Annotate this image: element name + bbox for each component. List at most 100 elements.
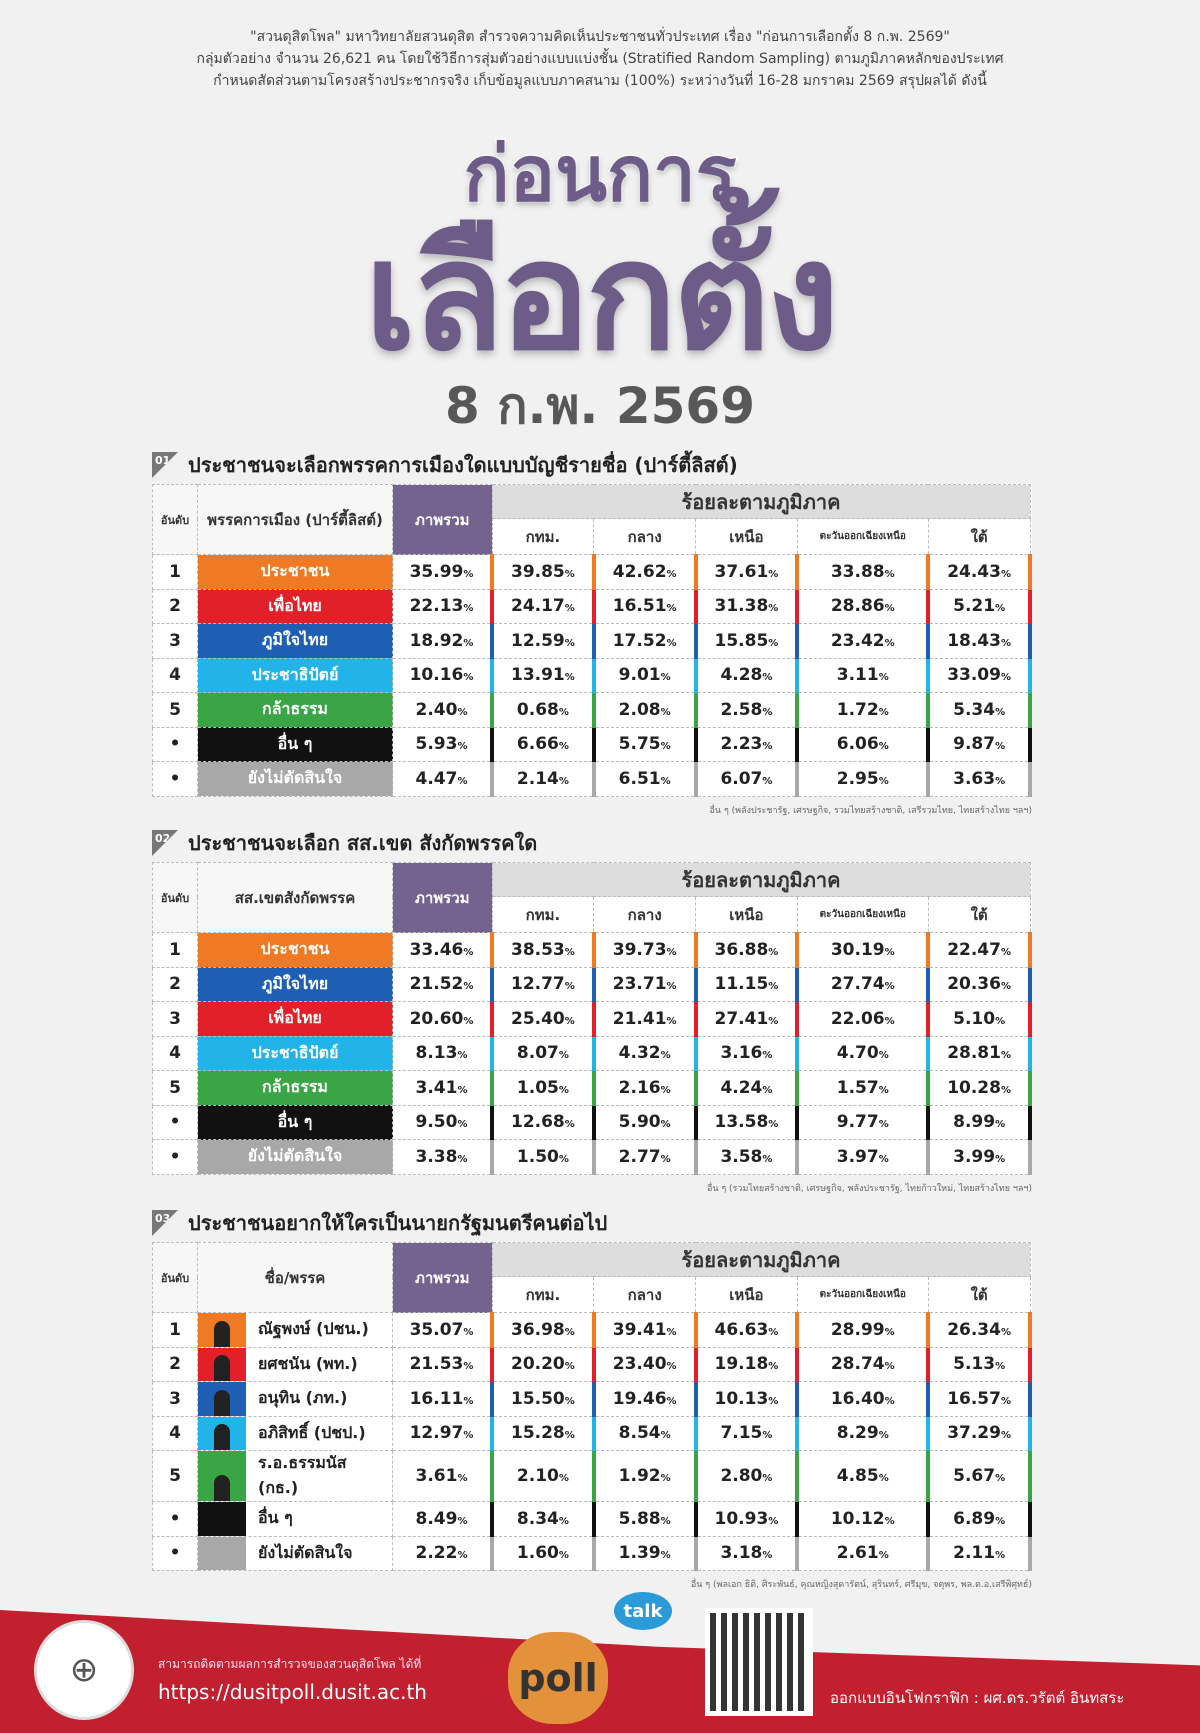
intro-line: กลุ่มตัวอย่าง จำนวน 26,621 คน โดยใช้วิธี…	[196, 51, 1004, 67]
percent-sign: %	[660, 1153, 671, 1165]
region-value: 3.99%	[927, 1139, 1032, 1175]
percent-sign: %	[995, 603, 1006, 615]
region-header: เหนือ	[695, 1276, 798, 1313]
table-row: 4 ประชาธิปัตย์ 8.13% 8.07% 4.32% 3.16% 4.70% 28…	[152, 1035, 1032, 1071]
overall-value: 20.60%	[392, 1001, 495, 1037]
party-name: ภูมิใจไทย	[197, 623, 393, 659]
region-value: 3.63%	[927, 761, 1032, 797]
region-header: กลาง	[593, 896, 697, 933]
dusitpoll-link[interactable]: https://dusitpoll.dusit.ac.th	[158, 1680, 427, 1704]
percent-value: 2.08	[618, 699, 661, 720]
table-row: • ยังไม่ตัดสินใจ 2.22% 1.60% 1.39% 3.18% 2.61%…	[152, 1535, 1032, 1571]
percent-value: 2.16	[618, 1077, 661, 1098]
party-header: พรรคการเมือง (ปาร์ตี้ลิสต์)	[197, 484, 393, 555]
table-row: • อื่น ๆ 9.50% 12.68% 5.90% 13.58% 9.77% 8.99%	[152, 1104, 1032, 1140]
percent-value: 7.15	[720, 1423, 763, 1444]
region-value: 20.20%	[491, 1346, 596, 1382]
percent-sign: %	[457, 775, 468, 787]
region-value: 5.13%	[927, 1346, 1032, 1382]
percent-sign: %	[1000, 1430, 1011, 1442]
percent-sign: %	[457, 1515, 468, 1527]
party-name: อื่น ๆ	[197, 726, 393, 762]
region-value: 4.70%	[796, 1035, 931, 1071]
percent-sign: %	[558, 1084, 569, 1096]
region-value: 12.68%	[491, 1104, 596, 1140]
percent-value: 2.11	[953, 1543, 996, 1564]
region-value: 6.51%	[593, 761, 698, 797]
title-line-1: ก่อนการ	[462, 128, 738, 220]
percent-value: 2.23	[720, 734, 763, 755]
percent-value: 16.51	[612, 596, 667, 617]
rank-cell: 4	[152, 657, 198, 693]
percent-sign: %	[558, 1473, 569, 1484]
percent-sign: %	[995, 706, 1006, 718]
overall-value: 2.22%	[392, 1535, 495, 1571]
percent-value: 24.17	[510, 596, 565, 617]
region-value: 10.13%	[695, 1381, 800, 1417]
region-header: กทม.	[491, 1276, 595, 1313]
percent-sign: %	[878, 672, 889, 684]
poll-section-1: 01 ประชาชนจะเลือกพรรคการเมืองใดแบบบัญชีรา…	[152, 450, 1032, 817]
percent-sign: %	[660, 706, 671, 718]
intro-text: "สวนดุสิตโพล" มหาวิทยาลัยสวนดุสิต สำรวจค…	[0, 26, 1200, 92]
percent-sign: %	[564, 1395, 575, 1407]
percent-sign: %	[995, 741, 1006, 753]
table-row: • ยังไม่ตัดสินใจ 4.47% 2.14% 6.51% 6.07% 2.95%…	[152, 761, 1032, 797]
rank-cell: 1	[152, 932, 198, 968]
party-name: ประชาชน	[197, 932, 393, 968]
percent-sign: %	[463, 946, 474, 958]
region-value: 15.85%	[695, 623, 800, 659]
party-header: สส.เขตสังกัดพรรค	[197, 862, 393, 933]
region-value: 31.38%	[695, 588, 800, 624]
candidate-name: ร.อ.ธรรมนัส (กธ.)	[246, 1451, 392, 1501]
percent-value: 5.10	[953, 1008, 996, 1029]
percent-value: 16.40	[830, 1388, 885, 1409]
percent-sign: %	[463, 568, 474, 580]
region-header: กลาง	[593, 1276, 697, 1313]
region-value: 28.81%	[927, 1035, 1032, 1071]
percent-value: 4.24	[720, 1077, 763, 1098]
percent-sign: %	[1000, 981, 1011, 993]
percent-sign: %	[463, 672, 474, 684]
percent-sign: %	[878, 1084, 889, 1096]
region-value: 23.40%	[593, 1346, 698, 1382]
footnote: อื่น ๆ (พลเอก ธิติ, ศิระพันธ์, คุณหญิงสุ…	[690, 1580, 1032, 1590]
percent-sign: %	[457, 1473, 468, 1484]
percent-value: 2.61	[836, 1543, 879, 1564]
region-value: 37.29%	[927, 1415, 1032, 1451]
percent-sign: %	[995, 1550, 1006, 1562]
percent-sign: %	[878, 1550, 889, 1562]
party-name: ยังไม่ตัดสินใจ	[197, 1139, 393, 1175]
percent-value: 3.58	[720, 1146, 763, 1167]
percent-sign: %	[660, 1119, 671, 1131]
percent-value: 39.73	[612, 939, 667, 960]
percent-sign: %	[666, 1326, 677, 1338]
percent-sign: %	[564, 637, 575, 649]
percent-value: 24.43	[947, 561, 1001, 582]
percent-sign: %	[768, 1015, 779, 1027]
rank-cell: •	[152, 1104, 198, 1140]
percent-value: 5.21	[953, 596, 996, 617]
region-header: ตะวันออกเฉียงเหนือ	[796, 518, 929, 555]
regional-header: ร้อยละตามภูมิภาค	[491, 1242, 1031, 1277]
candidate-photo	[198, 1313, 246, 1347]
region-value: 7.15%	[695, 1415, 800, 1451]
percent-value: 28.74	[830, 1354, 885, 1375]
candidate-cell: ร.อ.ธรรมนัส (กธ.)	[197, 1450, 393, 1502]
rank-cell: 1	[152, 1312, 198, 1348]
region-value: 2.11%	[927, 1535, 1032, 1571]
overall-value: 21.53%	[392, 1346, 495, 1382]
percent-sign: %	[457, 741, 468, 753]
percent-value: 2.22	[415, 1543, 458, 1564]
region-value: 3.97%	[796, 1139, 931, 1175]
percent-value: 3.16	[720, 1043, 763, 1064]
qr-code[interactable]	[705, 1608, 813, 1716]
overall-value: 4.47%	[392, 761, 495, 797]
percent-sign: %	[1000, 1326, 1011, 1338]
percent-sign: %	[564, 603, 575, 615]
table-row: 5 ร.อ.ธรรมนัส (กธ.) 3.61% 2.10% 1.92% 2.80% 4.…	[152, 1450, 1032, 1502]
percent-value: 11.15	[714, 974, 769, 995]
region-value: 1.72%	[796, 692, 931, 728]
percent-value: 23.42	[830, 630, 885, 651]
percent-sign: %	[878, 775, 889, 787]
